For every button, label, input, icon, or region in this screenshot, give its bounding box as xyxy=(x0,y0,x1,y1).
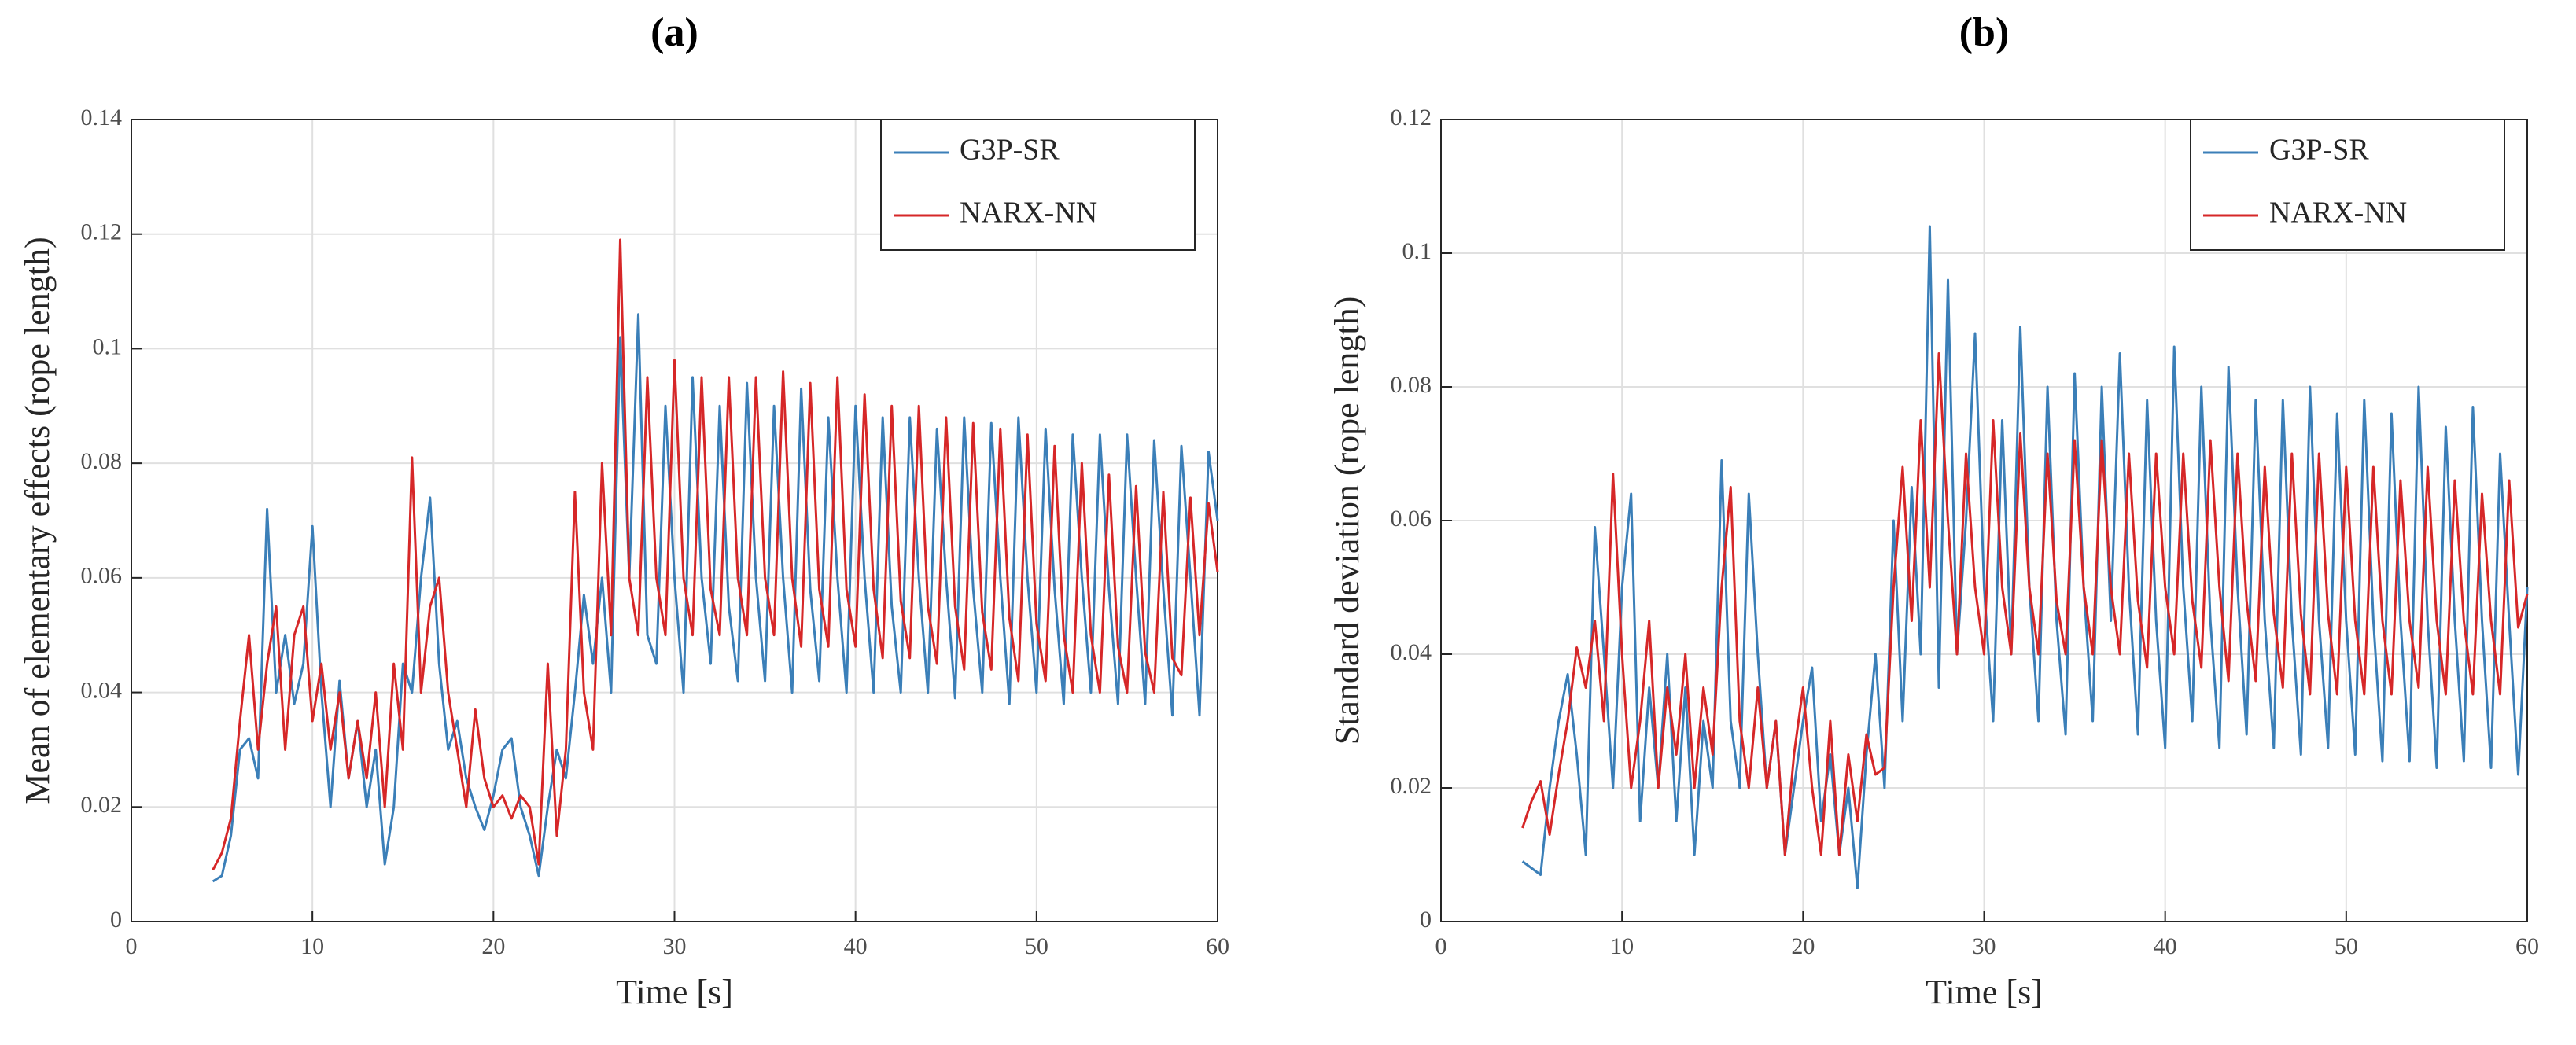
y-tick-label: 0.14 xyxy=(81,105,123,131)
data-line xyxy=(212,313,1219,883)
x-tick-label: 50 xyxy=(1025,933,1048,959)
y-tick-label: 0.08 xyxy=(1391,372,1432,398)
y-tick-label: 0.1 xyxy=(1402,238,1432,264)
y-tick-label: 0.06 xyxy=(1391,506,1432,532)
y-axis-label: Standard deviation (rope length) xyxy=(1328,296,1366,745)
data-line xyxy=(1521,352,2529,856)
x-tick-label: 30 xyxy=(1973,933,1996,959)
data-line xyxy=(1521,225,2529,889)
x-tick-label: 0 xyxy=(1435,933,1447,959)
legend-box xyxy=(880,119,1196,251)
y-tick-label: 0 xyxy=(110,907,122,933)
x-tick-label: 50 xyxy=(2335,933,2358,959)
x-axis-label: Time [s] xyxy=(616,973,733,1011)
legend-label: NARX-NN xyxy=(960,197,1097,230)
y-tick-label: 0.02 xyxy=(81,792,123,818)
legend-label: G3P-SR xyxy=(2269,134,2369,167)
x-tick-label: 20 xyxy=(1791,933,1815,959)
y-tick-label: 0.1 xyxy=(93,333,123,359)
y-tick-label: 0.06 xyxy=(81,563,123,589)
x-tick-label: 0 xyxy=(126,933,138,959)
y-axis-label: Mean of elementary effects (rope length) xyxy=(18,237,57,804)
x-axis-label: Time [s] xyxy=(1926,973,2043,1011)
x-tick-label: 40 xyxy=(2154,933,2177,959)
axes-frame xyxy=(1440,119,2528,922)
x-tick-label: 40 xyxy=(844,933,868,959)
y-tick-label: 0.02 xyxy=(1391,773,1432,799)
x-tick-label: 20 xyxy=(481,933,505,959)
chart-title: (a) xyxy=(650,10,698,55)
y-tick-label: 0.08 xyxy=(81,448,123,474)
legend-label: G3P-SR xyxy=(960,134,1060,167)
y-tick-label: 0.04 xyxy=(1391,639,1432,665)
x-tick-label: 10 xyxy=(300,933,324,959)
y-tick-label: 0 xyxy=(1420,907,1432,933)
legend-box xyxy=(2190,119,2505,251)
x-tick-label: 60 xyxy=(2515,933,2539,959)
data-line xyxy=(212,238,1219,871)
y-tick-label: 0.04 xyxy=(81,677,123,703)
y-tick-label: 0.12 xyxy=(81,219,123,245)
legend-label: NARX-NN xyxy=(2269,197,2407,230)
x-tick-label: 60 xyxy=(1206,933,1229,959)
y-tick-label: 0.12 xyxy=(1391,105,1432,131)
chart-title: (b) xyxy=(1959,10,2010,55)
x-tick-label: 10 xyxy=(1610,933,1634,959)
x-tick-label: 30 xyxy=(663,933,687,959)
